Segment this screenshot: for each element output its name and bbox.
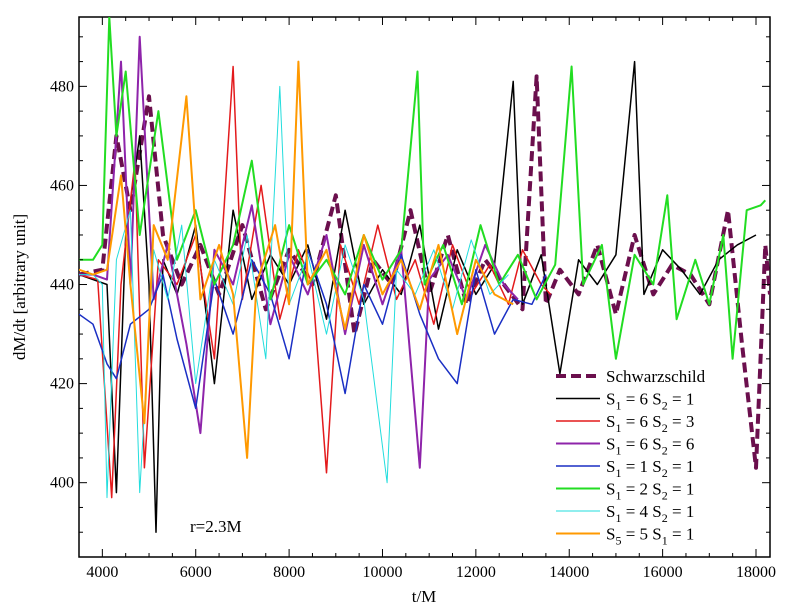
- legend-label-4: S1 = 1 S2 = 1: [606, 457, 694, 480]
- plot-frame: [78, 16, 771, 558]
- legend-label-1: S1 = 6 S2 = 1: [606, 390, 694, 413]
- x-tick-label-4: 12000: [456, 564, 496, 581]
- x-tick-label-0: 4000: [86, 564, 118, 581]
- x-tick-label-1: 6000: [180, 564, 212, 581]
- annotation-radius: r=2.3M: [190, 517, 242, 536]
- x-tick-label-6: 16000: [643, 564, 683, 581]
- y-tick-label-0: 400: [50, 475, 74, 492]
- series-line-4: [79, 249, 547, 410]
- x-tick-label-7: 18000: [736, 564, 776, 581]
- y-tick-label-1: 420: [50, 376, 74, 393]
- x-tick-label-2: 8000: [273, 564, 305, 581]
- legend-label-2: S1 = 6 S2 = 3: [606, 412, 694, 435]
- series-line-6: [79, 85, 509, 499]
- y-tick-label-3: 460: [50, 177, 74, 194]
- ticks-layer: 4000 6000 8000 10000 12000 14000 16000 18000 400…: [50, 17, 776, 581]
- legend-label-5: S1 = 2 S2 = 1: [606, 480, 694, 503]
- x-tick-label-5: 14000: [549, 564, 589, 581]
- series-line-3: [79, 35, 519, 469]
- x-axis-label: t/M: [412, 587, 437, 606]
- legend-label-0: Schwarzschild: [606, 367, 706, 386]
- legend-label-7: S5 = 5 S1 = 1: [606, 525, 694, 548]
- series-line-7: [79, 60, 514, 459]
- y-tick-label-4: 480: [50, 78, 74, 95]
- series-layer: [79, 17, 770, 533]
- y-tick-label-2: 440: [50, 277, 74, 294]
- y-axis-label: dM/dt [arbitrary unit]: [10, 214, 29, 360]
- legend-label-6: S1 = 4 S2 = 1: [606, 502, 694, 525]
- x-tick-label-3: 10000: [362, 564, 402, 581]
- legend-label-3: S1 = 6 S2 = 6: [606, 435, 694, 458]
- series-line-5: [79, 17, 767, 360]
